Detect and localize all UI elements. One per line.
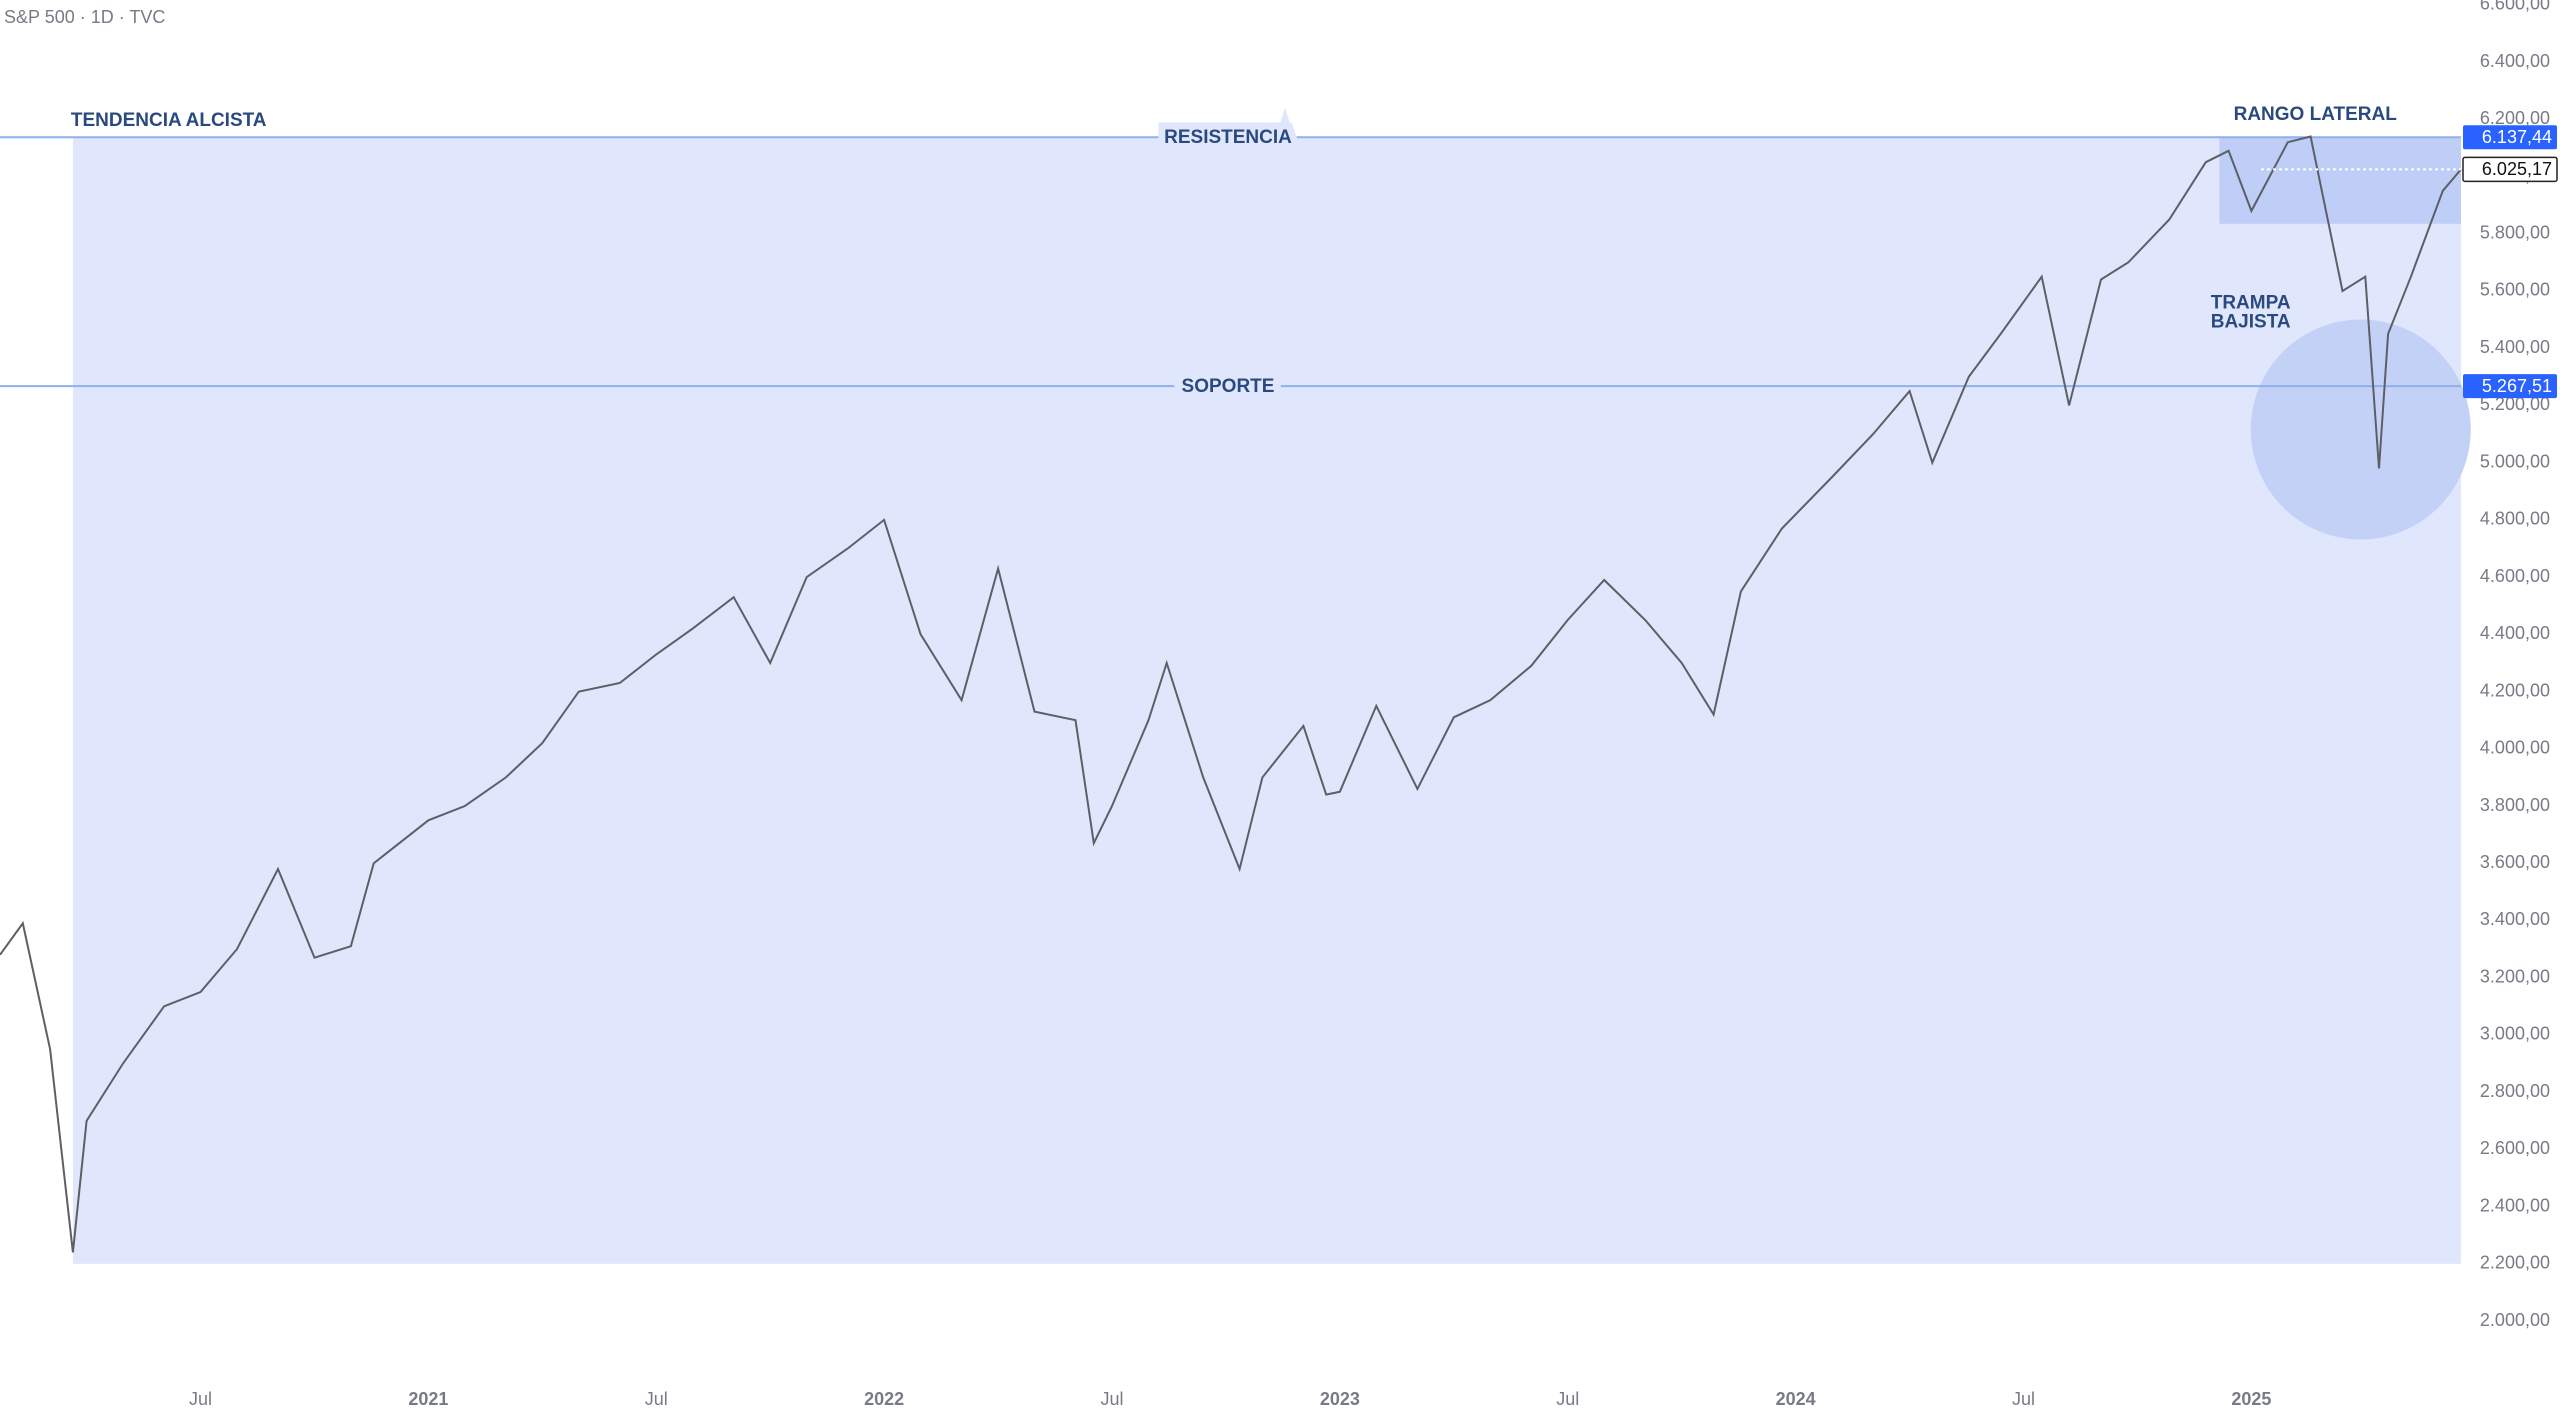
chart-header: S&P 500 · 1D · TVC: [4, 7, 165, 27]
y-tick-label: 3.000,00: [2480, 1024, 2550, 1044]
y-tick-label: 2.400,00: [2480, 1195, 2550, 1215]
y-tick-label: 3.600,00: [2480, 852, 2550, 872]
y-tick-label: 5.600,00: [2480, 280, 2550, 300]
trap-circle: [2250, 319, 2471, 540]
price-line: [0, 135, 2462, 1253]
x-tick-label: Jul: [189, 1389, 212, 1409]
x-tick-label: 2023: [1320, 1389, 1360, 1409]
y-tick-label: 5.800,00: [2480, 223, 2550, 243]
last-price-tag: [2462, 156, 2558, 183]
price-tag-label: 6.137,44: [2482, 127, 2552, 147]
x-tick-label: Jul: [645, 1389, 668, 1409]
price-tag-label: 5.267,51: [2482, 376, 2552, 396]
y-tick-label: 6.200,00: [2480, 108, 2550, 128]
zone: [72, 137, 2462, 1264]
y-tick-label: 4.400,00: [2480, 623, 2550, 643]
zone-label: TENDENCIA ALCISTA: [71, 110, 267, 131]
y-tick-label: 4.600,00: [2480, 566, 2550, 586]
y-tick-label: 3.200,00: [2480, 966, 2550, 986]
y-tick-label: 5.000,00: [2480, 451, 2550, 471]
y-tick-label: 3.800,00: [2480, 795, 2550, 815]
y-tick-label: 2.200,00: [2480, 1253, 2550, 1273]
price-tag: [2463, 125, 2557, 150]
circle-label: TRAMPA: [2211, 292, 2291, 313]
x-tick-label: 2022: [864, 1389, 904, 1409]
level-label: RESISTENCIA: [1164, 127, 1292, 148]
x-tick-label: 2025: [2231, 1389, 2271, 1409]
price-tag: [2463, 374, 2557, 399]
x-tick-label: Jul: [1556, 1389, 1579, 1409]
y-tick-label: 6.400,00: [2480, 51, 2550, 71]
last-price-label: 6.025,17: [2482, 159, 2552, 179]
level-label: SOPORTE: [1182, 376, 1275, 397]
y-tick-label: 5.200,00: [2480, 394, 2550, 414]
y-tick-label: 4.200,00: [2480, 680, 2550, 700]
x-tick-label: 2021: [408, 1389, 448, 1409]
y-tick-label: 4.000,00: [2480, 738, 2550, 758]
x-tick-label: Jul: [2012, 1389, 2035, 1409]
circle-label: BAJISTA: [2211, 311, 2291, 332]
y-tick-label: 2.800,00: [2480, 1081, 2550, 1101]
zone-label: RANGO LATERAL: [2234, 104, 2398, 125]
y-tick-label: 6.600,00: [2480, 0, 2550, 14]
x-tick-label: 2024: [1776, 1389, 1816, 1409]
zone: [2219, 137, 2461, 224]
x-tick-label: Jul: [1100, 1389, 1123, 1409]
y-tick-label: 3.400,00: [2480, 909, 2550, 929]
y-tick-label: 2.600,00: [2480, 1138, 2550, 1158]
y-tick-label: 5.400,00: [2480, 337, 2550, 357]
y-tick-label: 4.800,00: [2480, 509, 2550, 529]
y-tick-label: 2.000,00: [2480, 1310, 2550, 1330]
